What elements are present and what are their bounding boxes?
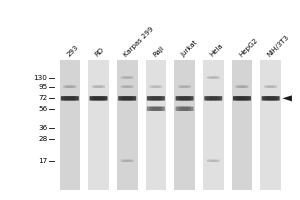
FancyBboxPatch shape <box>266 85 275 88</box>
FancyBboxPatch shape <box>90 96 107 101</box>
FancyBboxPatch shape <box>178 85 191 88</box>
FancyBboxPatch shape <box>149 85 162 88</box>
Bar <box>117 60 137 190</box>
FancyBboxPatch shape <box>121 85 134 88</box>
FancyBboxPatch shape <box>123 85 132 88</box>
Bar <box>203 60 224 190</box>
Bar <box>174 60 195 190</box>
FancyBboxPatch shape <box>237 85 247 88</box>
FancyBboxPatch shape <box>64 96 76 101</box>
FancyBboxPatch shape <box>264 85 277 88</box>
Text: Karpas 299: Karpas 299 <box>123 26 155 58</box>
FancyBboxPatch shape <box>63 85 76 88</box>
FancyBboxPatch shape <box>178 96 191 101</box>
FancyBboxPatch shape <box>181 107 188 111</box>
Text: 56: 56 <box>38 106 47 112</box>
FancyBboxPatch shape <box>94 85 103 88</box>
FancyBboxPatch shape <box>207 96 220 101</box>
FancyBboxPatch shape <box>123 76 132 79</box>
FancyBboxPatch shape <box>180 85 189 88</box>
Text: Hela: Hela <box>209 43 224 58</box>
FancyBboxPatch shape <box>149 107 162 111</box>
FancyBboxPatch shape <box>236 85 248 88</box>
Bar <box>88 60 109 190</box>
Text: 72: 72 <box>38 95 47 101</box>
FancyBboxPatch shape <box>151 85 160 88</box>
FancyBboxPatch shape <box>147 107 165 111</box>
FancyBboxPatch shape <box>207 76 220 79</box>
Text: Raji: Raji <box>152 45 165 58</box>
FancyBboxPatch shape <box>176 96 194 101</box>
FancyBboxPatch shape <box>92 85 105 88</box>
Text: 130: 130 <box>34 75 47 81</box>
FancyBboxPatch shape <box>65 85 74 88</box>
Text: 293: 293 <box>66 44 79 58</box>
FancyBboxPatch shape <box>236 96 248 101</box>
Text: NIH/3T3: NIH/3T3 <box>266 34 290 58</box>
FancyBboxPatch shape <box>92 96 105 101</box>
FancyBboxPatch shape <box>208 76 218 79</box>
Text: 17: 17 <box>38 158 47 164</box>
FancyBboxPatch shape <box>208 160 218 162</box>
FancyBboxPatch shape <box>207 160 220 162</box>
FancyBboxPatch shape <box>121 76 134 79</box>
FancyBboxPatch shape <box>123 96 131 101</box>
Text: RD: RD <box>94 47 106 58</box>
FancyBboxPatch shape <box>238 96 246 101</box>
FancyBboxPatch shape <box>123 160 132 162</box>
FancyBboxPatch shape <box>209 96 217 101</box>
FancyBboxPatch shape <box>121 96 134 101</box>
Bar <box>232 60 252 190</box>
FancyBboxPatch shape <box>267 96 274 101</box>
FancyBboxPatch shape <box>61 96 79 101</box>
FancyBboxPatch shape <box>149 96 162 101</box>
Text: Jurkat: Jurkat <box>180 39 199 58</box>
FancyBboxPatch shape <box>262 96 280 101</box>
Bar <box>146 60 166 190</box>
Polygon shape <box>282 95 292 101</box>
FancyBboxPatch shape <box>121 160 134 162</box>
Text: 95: 95 <box>38 84 47 90</box>
Text: 36: 36 <box>38 125 47 131</box>
FancyBboxPatch shape <box>204 96 222 101</box>
FancyBboxPatch shape <box>152 107 160 111</box>
FancyBboxPatch shape <box>181 96 188 101</box>
FancyBboxPatch shape <box>95 96 102 101</box>
FancyBboxPatch shape <box>118 96 136 101</box>
FancyBboxPatch shape <box>233 96 251 101</box>
FancyBboxPatch shape <box>264 96 277 101</box>
Text: 28: 28 <box>38 136 47 142</box>
FancyBboxPatch shape <box>178 107 191 111</box>
Bar <box>260 60 281 190</box>
FancyBboxPatch shape <box>152 96 160 101</box>
Text: HepG2: HepG2 <box>238 37 259 58</box>
FancyBboxPatch shape <box>66 96 74 101</box>
FancyBboxPatch shape <box>176 107 194 111</box>
FancyBboxPatch shape <box>147 96 165 101</box>
Bar <box>59 60 80 190</box>
